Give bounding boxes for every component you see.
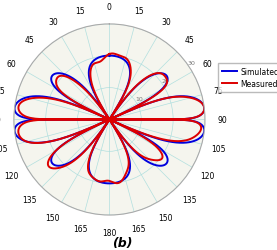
Simulated — [128, 70, 132, 73]
Line: Simulated: Simulated — [14, 56, 204, 184]
Measured — [17, 106, 20, 108]
Measured — [54, 139, 58, 142]
Simulated — [108, 55, 111, 58]
Simulated — [55, 139, 58, 142]
Text: (b): (b) — [112, 236, 132, 249]
Measured — [149, 74, 152, 78]
Simulated — [152, 136, 155, 139]
Simulated — [148, 76, 151, 78]
Measured — [108, 53, 111, 56]
Measured — [129, 68, 132, 71]
Simulated — [202, 107, 206, 110]
Measured — [202, 107, 206, 110]
Simulated — [108, 55, 111, 58]
Measured — [108, 118, 111, 122]
Simulated — [13, 105, 17, 108]
Simulated — [108, 118, 111, 122]
Legend: Simulated, Measured: Simulated, Measured — [218, 64, 277, 92]
Measured — [150, 74, 153, 77]
Simulated — [149, 75, 153, 78]
Measured — [146, 134, 149, 137]
Measured — [108, 53, 111, 56]
Line: Measured: Measured — [18, 54, 204, 184]
